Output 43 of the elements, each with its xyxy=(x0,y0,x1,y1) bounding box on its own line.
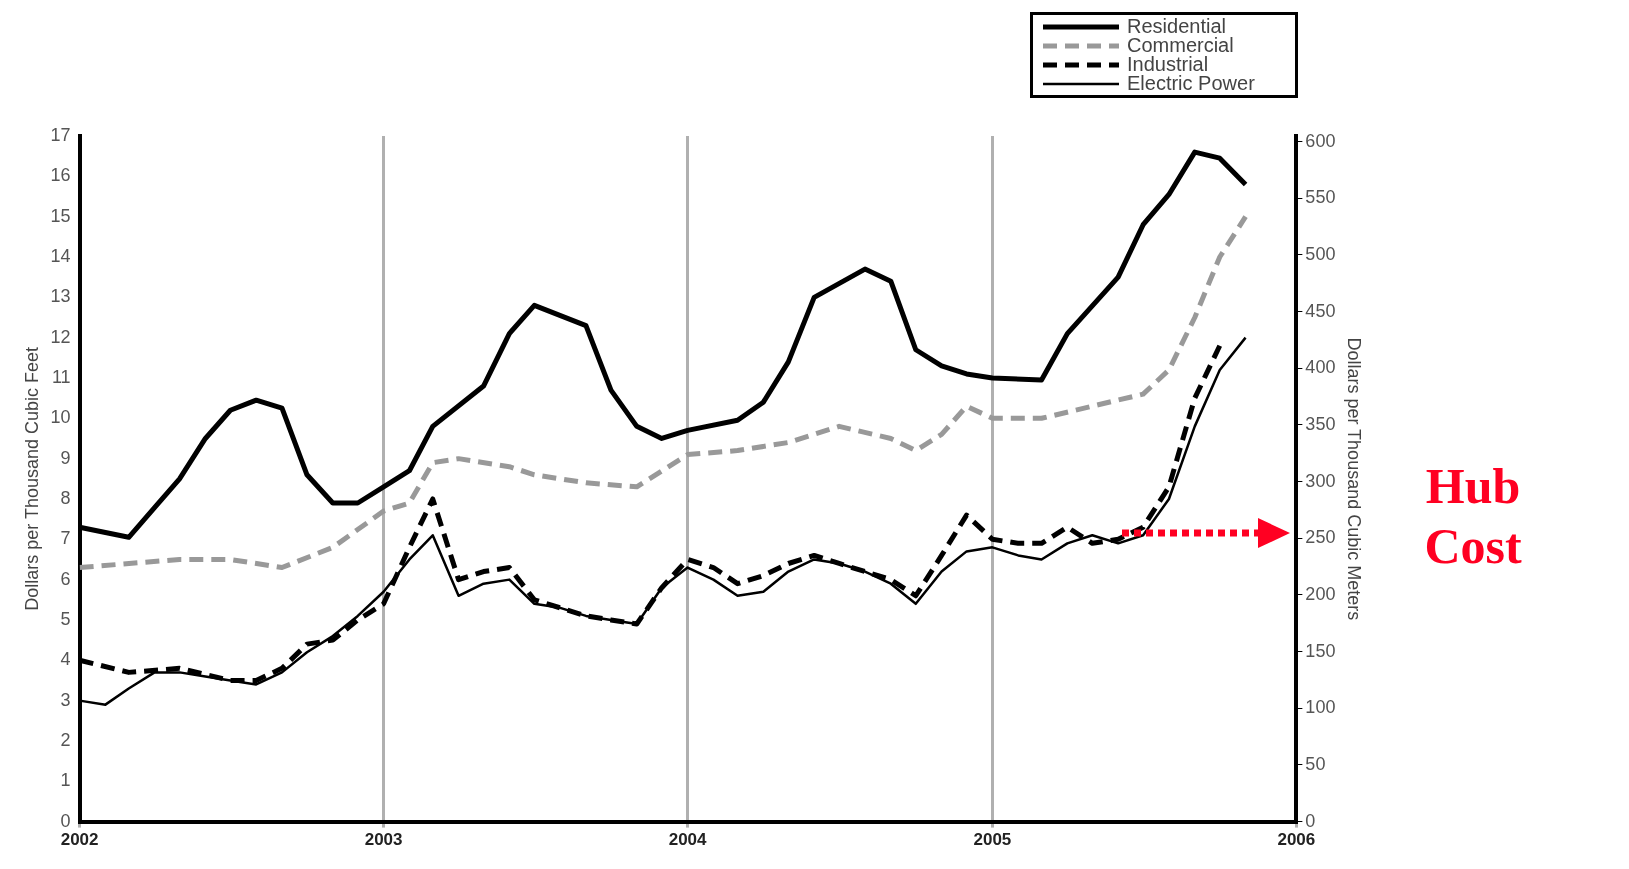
x-tick-label: 2002 xyxy=(60,830,99,850)
legend-label: Commercial xyxy=(1127,34,1234,56)
y2-tick-label: 450 xyxy=(1305,300,1336,321)
legend-label: Residential xyxy=(1127,15,1226,37)
y-tick-label: 8 xyxy=(60,487,71,508)
y-tick-label: 10 xyxy=(50,407,71,428)
y2-tick-label: 250 xyxy=(1305,527,1336,548)
y2-tick-label: 350 xyxy=(1305,413,1336,434)
y-tick-label: 16 xyxy=(50,165,71,186)
y-tick-label: 15 xyxy=(50,205,71,226)
y-tick-label: 6 xyxy=(60,568,71,589)
y2-tick-label: 100 xyxy=(1305,697,1336,718)
y-tick-label: 2 xyxy=(60,729,71,750)
y-tick-label: 1 xyxy=(60,770,71,791)
y-tick-label: 14 xyxy=(50,245,71,266)
y-tick-label: 13 xyxy=(50,286,71,307)
x-tick-label: 2005 xyxy=(973,830,1012,850)
x-tick-label: 2004 xyxy=(668,830,708,850)
y2-tick-label: 0 xyxy=(1305,810,1316,831)
x-tick-label: 2006 xyxy=(1277,830,1316,850)
legend-label: Industrial xyxy=(1127,53,1209,75)
y2-tick-label: 400 xyxy=(1305,357,1336,378)
y-tick-label: 5 xyxy=(60,608,71,629)
y2-tick-label: 300 xyxy=(1305,470,1336,491)
y2-tick-label: 200 xyxy=(1305,583,1336,604)
y2-tick-label: 600 xyxy=(1305,130,1336,151)
legend-label: Electric Power xyxy=(1127,72,1255,94)
y-tick-label: 3 xyxy=(60,689,71,710)
y-tick-label: 9 xyxy=(60,447,71,468)
y-tick-label: 7 xyxy=(60,528,71,549)
y-tick-label: 17 xyxy=(50,124,71,145)
y-axis-title: Dollars per Thousand Cubic Feet xyxy=(21,346,42,611)
y-tick-label: 11 xyxy=(51,366,71,387)
y-tick-label: 12 xyxy=(50,326,71,347)
y2-tick-label: 500 xyxy=(1305,243,1336,264)
y2-axis-title: Dollars per Thousand Cubic Meters xyxy=(1344,337,1365,621)
y2-tick-label: 550 xyxy=(1305,187,1336,208)
y-tick-label: 0 xyxy=(60,810,71,831)
y2-tick-label: 150 xyxy=(1305,640,1336,661)
text: Hub Cost xyxy=(1423,457,1523,576)
y2-tick-label: 50 xyxy=(1305,753,1326,774)
y-tick-label: 4 xyxy=(60,649,71,670)
x-tick-label: 2003 xyxy=(364,830,403,850)
